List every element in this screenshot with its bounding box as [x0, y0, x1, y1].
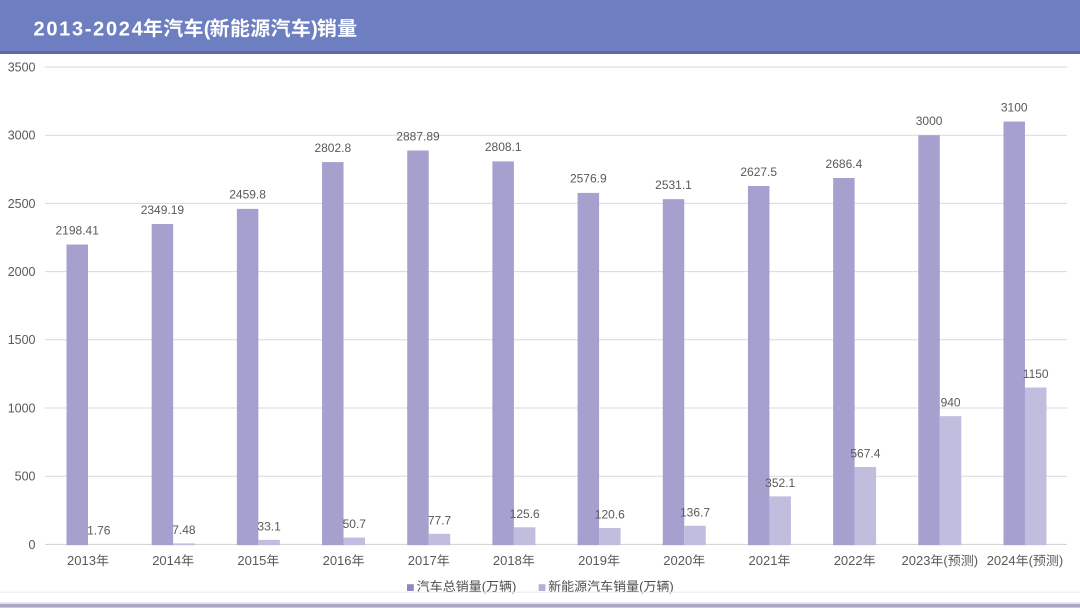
- svg-text:1150: 1150: [1023, 367, 1049, 381]
- svg-text:940: 940: [941, 396, 961, 410]
- svg-text:2018: 2018: [493, 553, 522, 568]
- svg-text:(: (: [943, 553, 948, 568]
- svg-text:2887.89: 2887.89: [396, 129, 440, 143]
- svg-text:(: (: [482, 579, 487, 594]
- svg-text:7.48: 7.48: [172, 523, 196, 537]
- svg-text:77.7: 77.7: [428, 513, 452, 527]
- svg-text:2020: 2020: [663, 553, 692, 568]
- svg-text:500: 500: [15, 470, 36, 484]
- svg-text:): ): [512, 579, 516, 594]
- svg-text:(: (: [639, 579, 644, 594]
- svg-text:50.7: 50.7: [343, 517, 367, 531]
- svg-text:): ): [1059, 553, 1063, 568]
- svg-text:352.1: 352.1: [765, 476, 795, 490]
- svg-text:): ): [669, 579, 673, 594]
- svg-text:2019: 2019: [578, 553, 607, 568]
- svg-text:2802.8: 2802.8: [314, 141, 351, 155]
- svg-text:3000: 3000: [8, 129, 36, 143]
- svg-text:2531.1: 2531.1: [655, 178, 692, 192]
- svg-text:120.6: 120.6: [595, 508, 625, 522]
- svg-text:): ): [974, 553, 978, 568]
- svg-text:2000: 2000: [8, 265, 36, 279]
- svg-text:0: 0: [29, 538, 36, 552]
- svg-text:2459.8: 2459.8: [229, 188, 266, 202]
- svg-text:3000: 3000: [916, 114, 943, 128]
- svg-text:125.6: 125.6: [510, 507, 540, 521]
- svg-text:2024: 2024: [987, 553, 1016, 568]
- svg-text:(: (: [1029, 553, 1034, 568]
- svg-text:2349.19: 2349.19: [141, 203, 185, 217]
- svg-text:2808.1: 2808.1: [485, 140, 522, 154]
- svg-text:1000: 1000: [8, 401, 36, 415]
- svg-text:2500: 2500: [8, 197, 36, 211]
- svg-text:2023: 2023: [902, 553, 931, 568]
- svg-text:3500: 3500: [8, 60, 36, 74]
- svg-text:2198.41: 2198.41: [56, 223, 100, 237]
- svg-text:2015: 2015: [237, 553, 266, 568]
- svg-text:2021: 2021: [749, 553, 778, 568]
- svg-text:1.76: 1.76: [87, 524, 111, 538]
- svg-text:136.7: 136.7: [680, 505, 710, 519]
- svg-text:2016: 2016: [323, 553, 352, 568]
- svg-text:2576.9: 2576.9: [570, 172, 607, 186]
- svg-text:(: (: [204, 19, 211, 41]
- svg-text:2014: 2014: [152, 553, 181, 568]
- svg-text:1500: 1500: [8, 333, 36, 347]
- svg-text:2013: 2013: [67, 553, 96, 568]
- svg-text:2017: 2017: [408, 553, 437, 568]
- svg-text:3100: 3100: [1001, 100, 1028, 114]
- svg-text:567.4: 567.4: [850, 447, 880, 461]
- svg-text:2013-2024: 2013-2024: [34, 19, 145, 41]
- svg-text:33.1: 33.1: [257, 519, 281, 533]
- svg-text:2022: 2022: [834, 553, 863, 568]
- svg-text:): ): [311, 19, 318, 41]
- svg-text:2686.4: 2686.4: [826, 157, 863, 171]
- svg-text:2627.5: 2627.5: [740, 165, 777, 179]
